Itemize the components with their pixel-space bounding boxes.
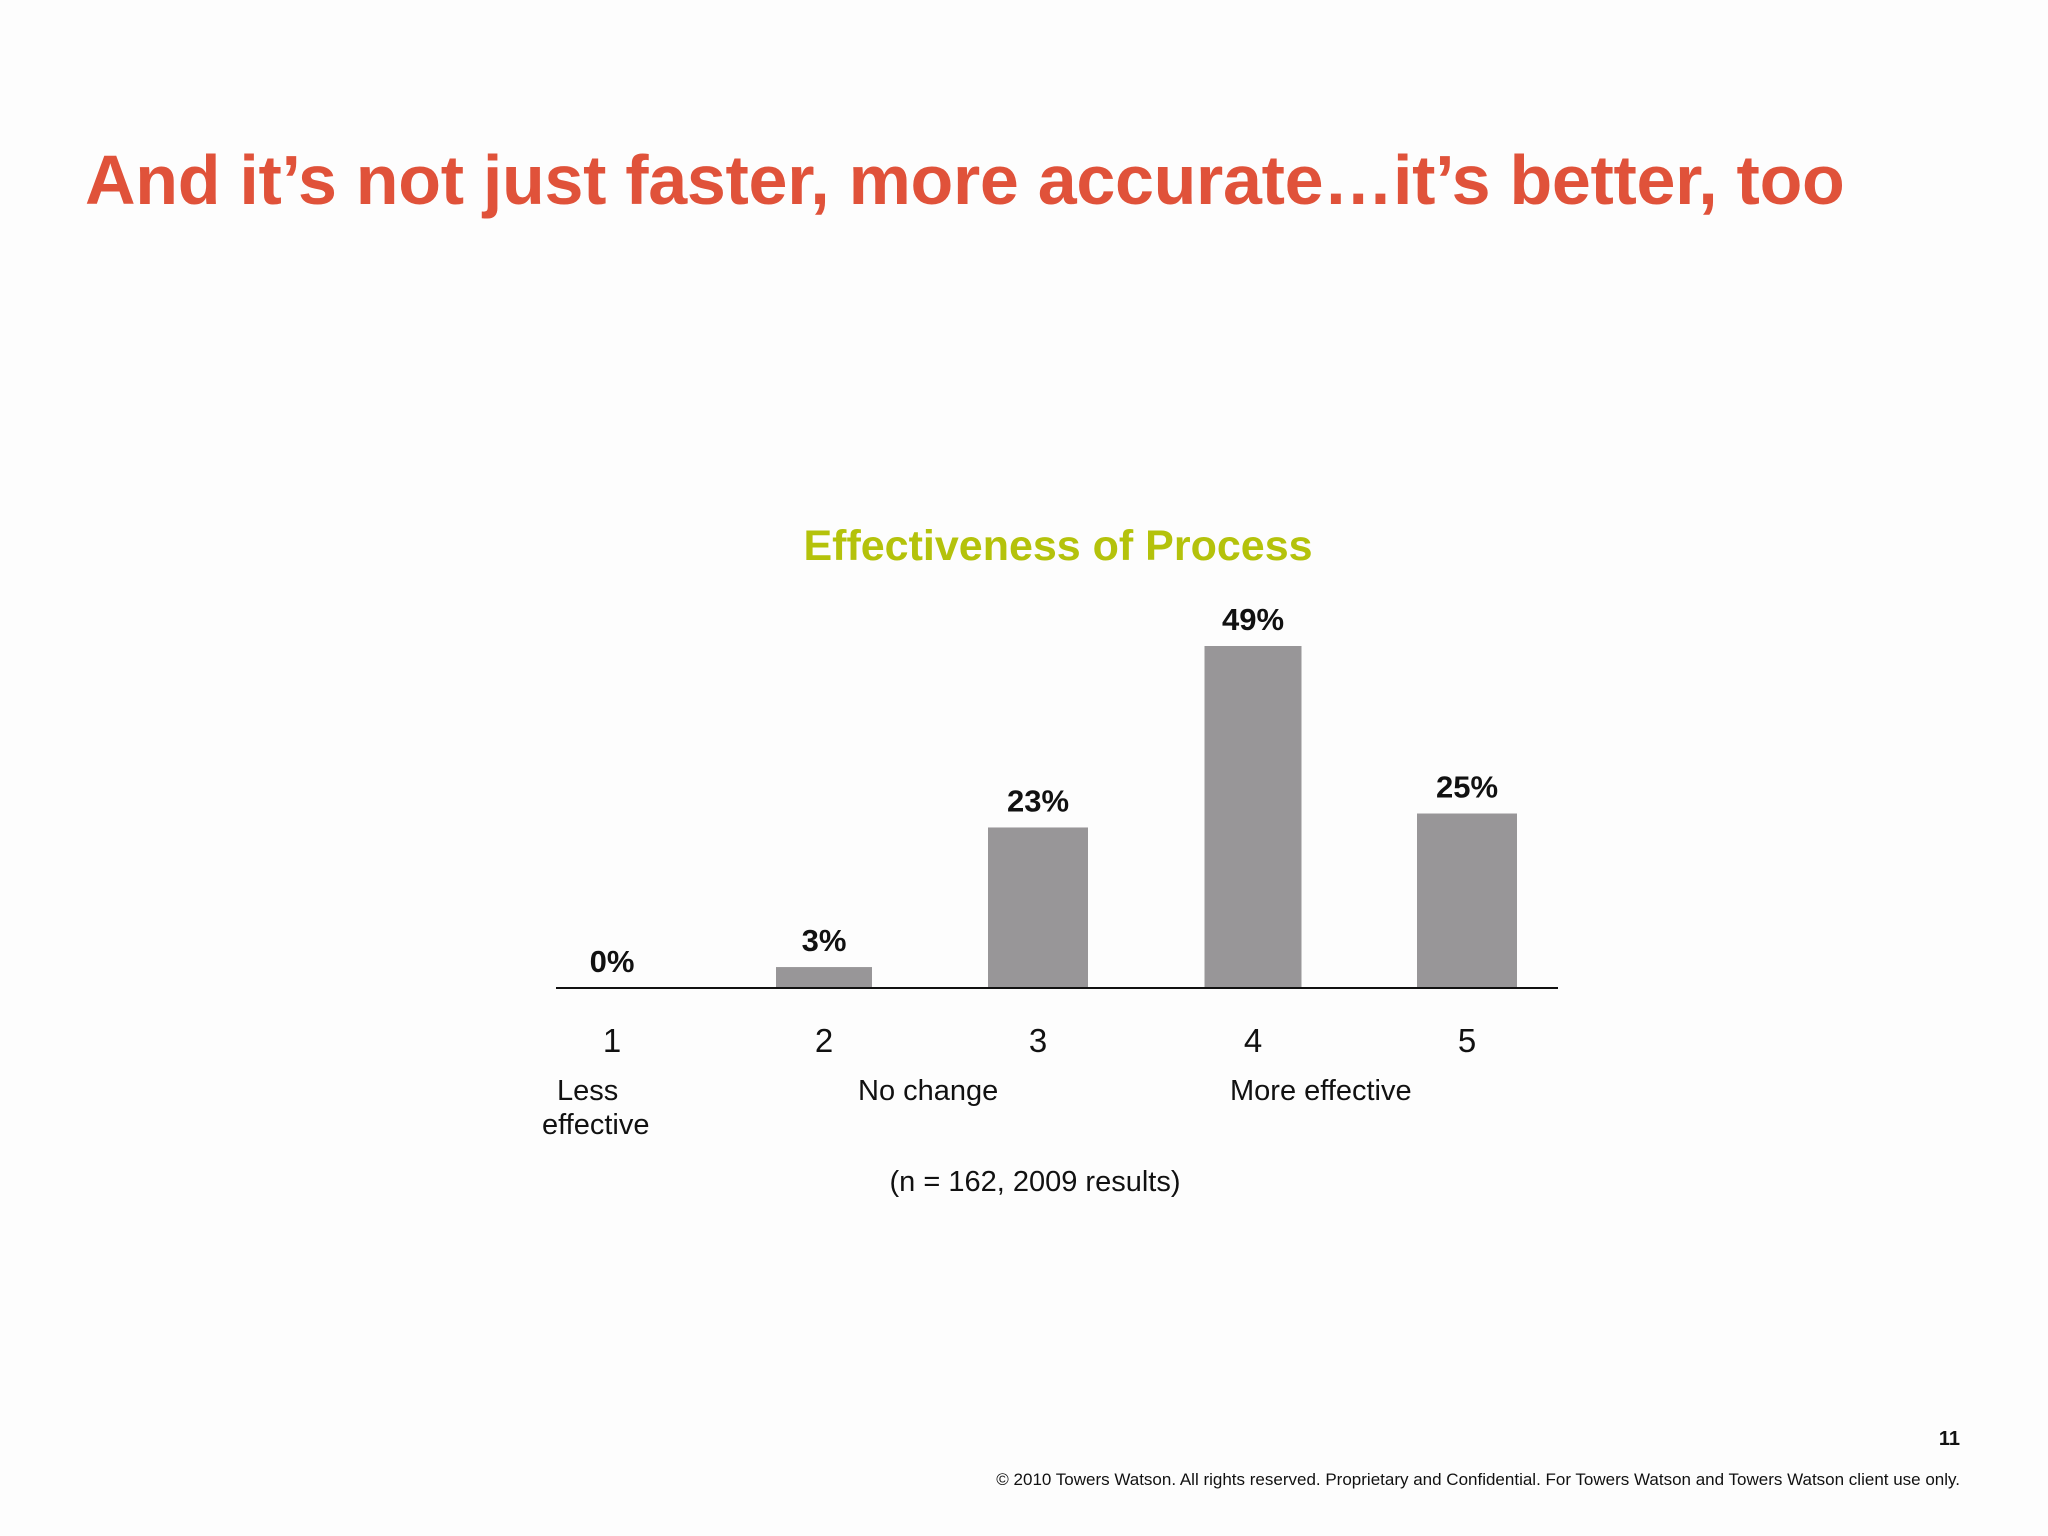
data-label-3: 23% [1007, 783, 1069, 818]
category-label-3: 3 [1028, 1022, 1048, 1059]
category-label-1: 1 [602, 1022, 622, 1059]
bar-4 [1204, 646, 1302, 988]
scale-anchor-less-effective: Less effective [542, 1075, 650, 1141]
copyright-footer: © 2010 Towers Watson. All rights reserve… [996, 1470, 1960, 1489]
page-number: 11 [1938, 1428, 1960, 1450]
bar-3 [988, 827, 1088, 988]
bar-group [776, 646, 1517, 988]
slide-title: And it’s not just faster, more accurate…… [85, 141, 1845, 219]
scale-anchor-more-effective: More effective [1230, 1075, 1412, 1107]
data-label-group: 0% 3% 23% 49% 25% [590, 602, 1498, 979]
data-label-5: 25% [1436, 770, 1498, 805]
data-label-4: 49% [1222, 602, 1284, 637]
category-label-4: 4 [1243, 1022, 1263, 1059]
scale-anchor-no-change: No change [858, 1075, 999, 1107]
data-label-2: 3% [802, 923, 847, 958]
chart-title: Effectiveness of Process [803, 522, 1313, 570]
data-label-1: 0% [590, 944, 635, 979]
sample-size-note: (n = 162, 2009 results) [889, 1166, 1181, 1198]
bar-5 [1417, 813, 1517, 988]
category-label-5: 5 [1457, 1022, 1477, 1059]
bar-2 [776, 967, 872, 988]
category-label-2: 2 [814, 1022, 834, 1059]
